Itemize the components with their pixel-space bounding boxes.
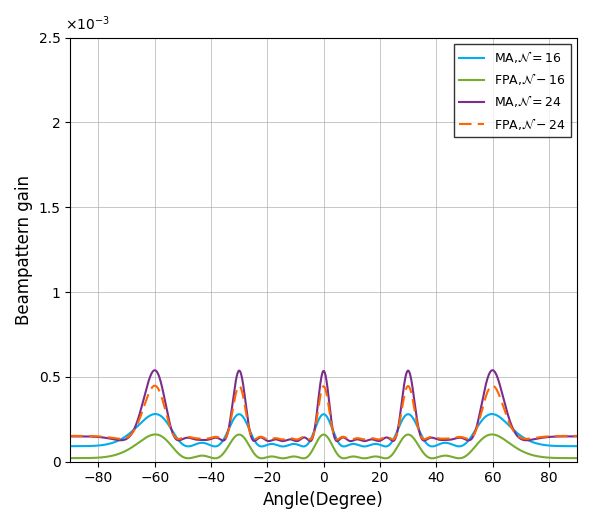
Legend: MA,$\mathcal{N}=16$, FPA,$\mathcal{N}-16$, MA,$\mathcal{N}=24$, FPA,$\mathcal{N}: MA,$\mathcal{N}=16$, FPA,$\mathcal{N}-16… [454, 44, 571, 137]
FPA,$\mathcal{N}-16$ [488, 431, 496, 438]
MA,$\mathcal{N}=16$ [445, 440, 452, 446]
Text: $\times 10^{-3}$: $\times 10^{-3}$ [65, 15, 110, 34]
FPA,$\mathcal{N}-16$ [67, 455, 74, 461]
MA,$\mathcal{N}=16$ [371, 441, 378, 447]
FPA,$\mathcal{N}-24$ [67, 433, 74, 439]
MA,$\mathcal{N}=24$ [260, 435, 268, 442]
FPA,$\mathcal{N}-16$ [484, 432, 491, 439]
FPA,$\mathcal{N}-24$ [159, 396, 166, 402]
FPA,$\mathcal{N}-16$ [159, 433, 166, 440]
FPA,$\mathcal{N}-24$ [489, 383, 496, 389]
FPA,$\mathcal{N}-16$ [445, 453, 452, 459]
MA,$\mathcal{N}=16$ [67, 443, 74, 449]
Y-axis label: Beampattern gain: Beampattern gain [15, 174, 33, 325]
FPA,$\mathcal{N}-16$ [260, 455, 268, 461]
FPA,$\mathcal{N}-16$ [397, 439, 404, 445]
FPA,$\mathcal{N}-24$ [484, 390, 491, 396]
Line: FPA,$\mathcal{N}-24$: FPA,$\mathcal{N}-24$ [70, 386, 577, 440]
X-axis label: Angle(Degree): Angle(Degree) [263, 491, 384, 509]
MA,$\mathcal{N}=16$ [484, 412, 491, 419]
MA,$\mathcal{N}=24$ [574, 433, 581, 440]
FPA,$\mathcal{N}-16$ [371, 453, 378, 460]
FPA,$\mathcal{N}-24$ [260, 434, 268, 441]
MA,$\mathcal{N}=24$ [307, 438, 314, 444]
MA,$\mathcal{N}=24$ [489, 367, 496, 374]
FPA,$\mathcal{N}-24$ [397, 418, 404, 424]
Line: MA,$\mathcal{N}=16$: MA,$\mathcal{N}=16$ [70, 414, 577, 446]
MA,$\mathcal{N}=16$ [488, 411, 496, 417]
Line: FPA,$\mathcal{N}-16$: FPA,$\mathcal{N}-16$ [70, 434, 577, 458]
FPA,$\mathcal{N}-24$ [307, 436, 314, 443]
MA,$\mathcal{N}=16$ [574, 443, 581, 449]
MA,$\mathcal{N}=24$ [445, 436, 452, 443]
MA,$\mathcal{N}=24$ [67, 433, 74, 440]
MA,$\mathcal{N}=16$ [159, 414, 166, 420]
MA,$\mathcal{N}=24$ [397, 413, 404, 419]
MA,$\mathcal{N}=24$ [484, 377, 491, 383]
FPA,$\mathcal{N}-24$ [574, 433, 581, 439]
MA,$\mathcal{N}=16$ [300, 443, 307, 450]
Line: MA,$\mathcal{N}=24$: MA,$\mathcal{N}=24$ [70, 370, 577, 441]
FPA,$\mathcal{N}-16$ [300, 455, 307, 462]
FPA,$\mathcal{N}-24$ [371, 435, 378, 442]
FPA,$\mathcal{N}-24$ [445, 435, 452, 442]
MA,$\mathcal{N}=16$ [260, 443, 268, 449]
FPA,$\mathcal{N}-16$ [574, 455, 581, 461]
MA,$\mathcal{N}=24$ [371, 436, 378, 443]
MA,$\mathcal{N}=24$ [159, 385, 166, 391]
MA,$\mathcal{N}=16$ [397, 422, 404, 428]
